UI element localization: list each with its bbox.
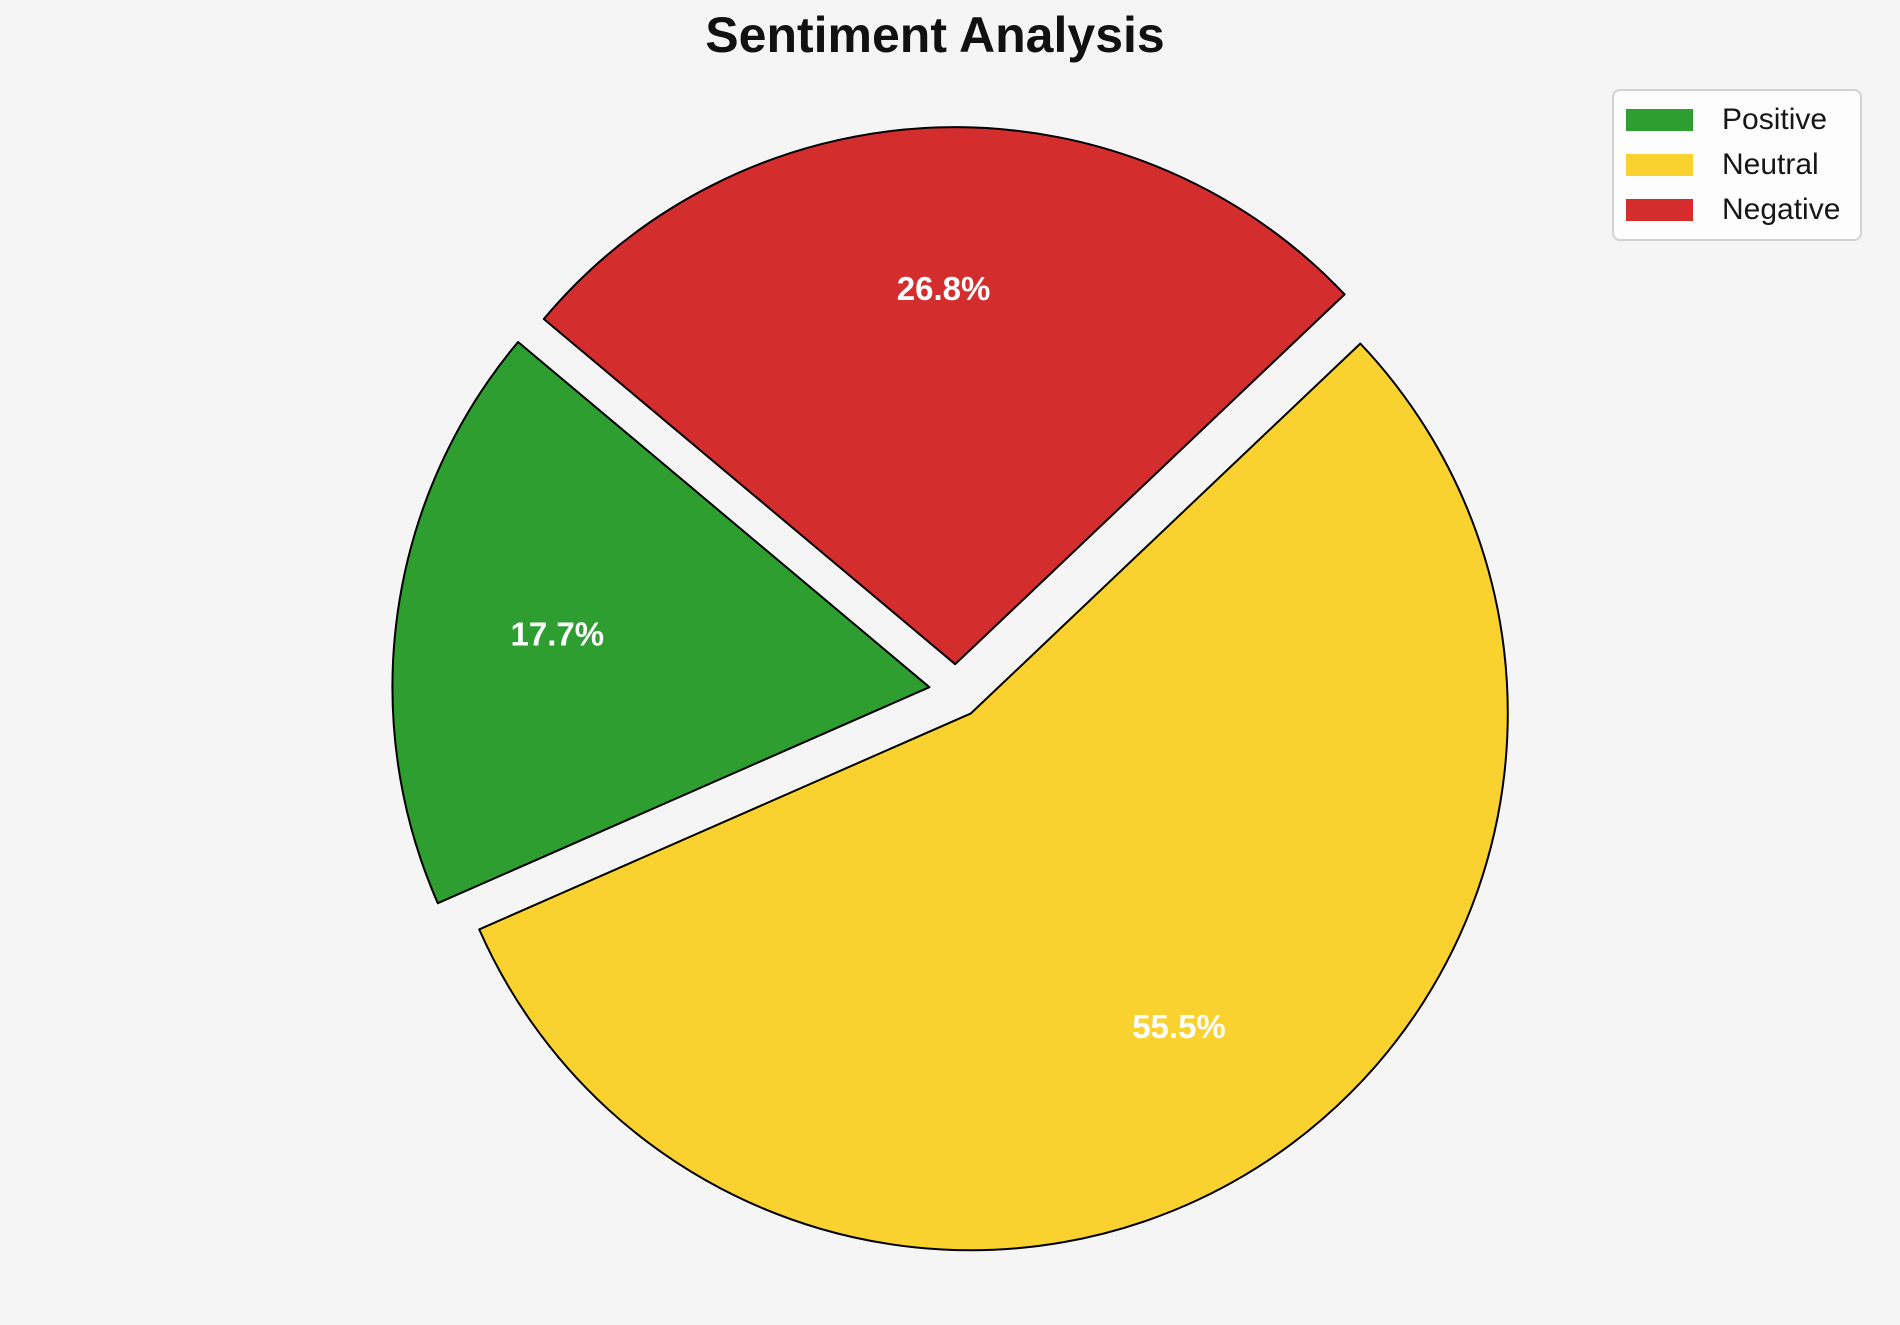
pie-percent-labels-group: 17.7% 55.5% 26.8% (511, 270, 1226, 1045)
pie-slice-neutral (478, 342, 1509, 1252)
legend-item-neutral: Neutral (1626, 150, 1848, 180)
legend-swatch-negative (1626, 199, 1693, 221)
legend-label-negative: Negative (1722, 193, 1841, 226)
pie-slice-negative (542, 126, 1346, 666)
legend: Positive Neutral Negative (1612, 89, 1862, 241)
legend-item-positive: Positive (1626, 105, 1848, 135)
legend-item-negative: Negative (1626, 195, 1848, 225)
legend-label-positive: Positive (1722, 103, 1828, 136)
pie-slice-positive (391, 341, 931, 905)
legend-swatch-neutral (1626, 154, 1693, 176)
legend-label-neutral: Neutral (1722, 148, 1819, 181)
chart-title: Sentiment Analysis (705, 7, 1165, 63)
legend-swatch-positive (1626, 109, 1693, 131)
pie-slices-group (391, 126, 1509, 1252)
pie-percent-label-negative: 26.8% (897, 270, 991, 307)
pie-percent-label-positive: 17.7% (511, 616, 605, 653)
pie-percent-label-neutral: 55.5% (1132, 1008, 1226, 1045)
